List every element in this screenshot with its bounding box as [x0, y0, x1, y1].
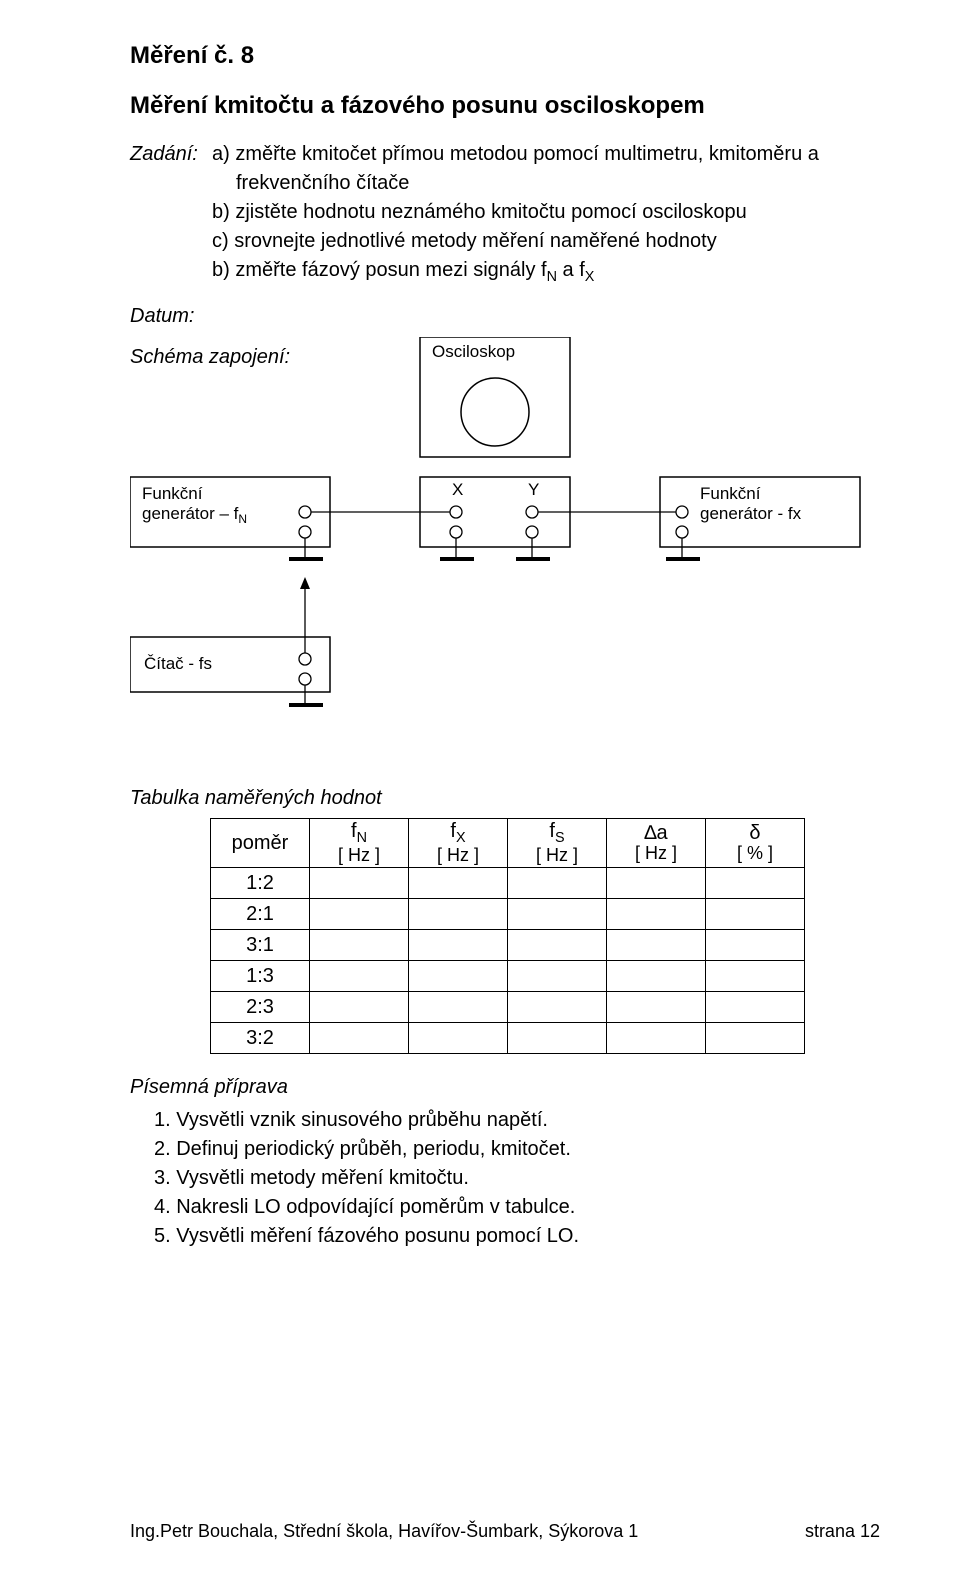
th-fn: f: [351, 820, 357, 842]
page-title: Měření č. 8: [130, 40, 880, 72]
th-da-unit: [ Hz ]: [613, 844, 699, 863]
zadani-b2-mid: a f: [557, 259, 585, 281]
th-fs-unit: [ Hz ]: [514, 846, 600, 865]
priprava-list: 1. Vysvětli vznik sinusového průběhu nap…: [130, 1107, 880, 1250]
table-row: 3:2: [211, 1023, 805, 1054]
priprava-item: 2. Definuj periodický průběh, periodu, k…: [154, 1136, 880, 1163]
gen-left-l2-pre: generátor – f: [142, 504, 239, 523]
ratio-cell: 1:3: [211, 961, 310, 992]
zadani-b: b) zjistěte hodnotu neznámého kmitočtu p…: [212, 201, 747, 223]
th-fn-sub: N: [357, 830, 367, 846]
footer-right: strana 12: [805, 1519, 880, 1543]
zadani-label: Zadání:: [130, 141, 212, 168]
th-da: ∆a: [613, 823, 699, 844]
th-fn-unit: [ Hz ]: [316, 846, 402, 865]
priprava-item: 1. Vysvětli vznik sinusového průběhu nap…: [154, 1107, 880, 1134]
th-ratio: poměr: [232, 832, 289, 854]
ratio-cell: 2:3: [211, 992, 310, 1023]
osc-top-box: Osciloskop: [420, 337, 570, 457]
gen-left-l2-sub: N: [238, 512, 247, 526]
gen-left-box: Funkční generátor – fN: [130, 477, 330, 547]
zadani-body: a) změřte kmitočet přímou metodou pomocí…: [212, 141, 880, 289]
ratio-cell: 3:1: [211, 930, 310, 961]
ratio-cell: 2:1: [211, 899, 310, 930]
osc-label: Osciloskop: [432, 342, 515, 361]
th-fx-unit: [ Hz ]: [415, 846, 501, 865]
gen-left-l1: Funkční: [142, 484, 203, 503]
table-row: 3:1: [211, 930, 805, 961]
schema-diagram: Osciloskop X Y Fu: [130, 337, 880, 765]
counter-box: Čítač - fs: [130, 637, 330, 692]
table-row: 1:3: [211, 961, 805, 992]
gen-right-l2: generátor - fx: [700, 504, 802, 523]
scope-x-label: X: [452, 480, 463, 499]
table-section-title: Tabulka naměřených hodnot: [130, 785, 880, 812]
table-row: 2:3: [211, 992, 805, 1023]
counter-label: Čítač - fs: [144, 654, 212, 673]
th-fx-sub: X: [456, 830, 466, 846]
zadani-b2-x: X: [585, 269, 595, 285]
zadani-a-cont: frekvenčního čítače: [236, 172, 409, 194]
table-row: 2:1: [211, 899, 805, 930]
th-fs-sub: S: [555, 830, 565, 846]
priprava-item: 5. Vysvětli měření fázového posunu pomoc…: [154, 1223, 880, 1250]
zadani-b2-pre: b) změřte fázový posun mezi signály f: [212, 259, 547, 281]
priprava-title: Písemná příprava: [130, 1074, 880, 1101]
zadani-c: c) srovnejte jednotlivé metody měření na…: [212, 230, 717, 252]
page-subtitle: Měření kmitočtu a fázového posunu oscilo…: [130, 90, 880, 122]
priprava-item: 4. Nakresli LO odpovídající poměrům v ta…: [154, 1194, 880, 1221]
ratio-cell: 3:2: [211, 1023, 310, 1054]
scope-y-label: Y: [528, 480, 539, 499]
th-de-unit: [ % ]: [712, 844, 798, 863]
measurement-table: poměr fN [ Hz ] fX [ Hz ] fS [ Hz ] ∆a […: [210, 818, 805, 1054]
th-de: δ: [712, 823, 798, 844]
page-footer: Ing.Petr Bouchala, Střední škola, Havířo…: [130, 1519, 880, 1543]
gen-right-l1: Funkční: [700, 484, 761, 503]
footer-left: Ing.Petr Bouchala, Střední škola, Havířo…: [130, 1519, 638, 1543]
zadani-a: a) změřte kmitočet přímou metodou pomocí…: [212, 143, 819, 165]
zadani-b2-n: N: [547, 269, 557, 285]
zadani-block: Zadání: a) změřte kmitočet přímou metodo…: [130, 141, 880, 289]
table-row: 1:2: [211, 868, 805, 899]
priprava-item: 3. Vysvětli metody měření kmitočtu.: [154, 1165, 880, 1192]
ratio-cell: 1:2: [211, 868, 310, 899]
gen-right-box: Funkční generátor - fx: [660, 477, 860, 547]
datum-label: Datum:: [130, 303, 880, 330]
svg-text:generátor – fN: generátor – fN: [142, 504, 247, 526]
